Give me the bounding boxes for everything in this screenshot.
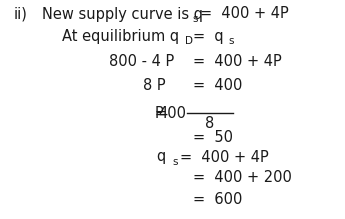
- Text: =: =: [155, 106, 167, 120]
- Text: =  q: = q: [193, 28, 224, 44]
- Text: s: s: [228, 36, 234, 46]
- Text: 8: 8: [205, 115, 215, 131]
- Text: 800 - 4 P: 800 - 4 P: [109, 55, 174, 69]
- Text: =  400 + 200: = 400 + 200: [193, 171, 292, 185]
- Text: P: P: [155, 106, 164, 120]
- Text: At equilibrium q: At equilibrium q: [62, 28, 179, 44]
- Text: =  400: = 400: [193, 78, 243, 92]
- Text: s: s: [172, 157, 177, 167]
- Text: q: q: [156, 150, 165, 164]
- Text: D: D: [185, 36, 193, 46]
- Text: =  50: = 50: [193, 129, 233, 145]
- Text: =  400 + 4P: = 400 + 4P: [200, 7, 289, 21]
- Text: 400: 400: [158, 106, 186, 120]
- Text: s: s: [192, 14, 197, 24]
- Text: 8 P: 8 P: [143, 78, 166, 92]
- Text: New supply curve is q: New supply curve is q: [42, 7, 203, 21]
- Text: ii): ii): [14, 7, 28, 21]
- Text: =  400 + 4P: = 400 + 4P: [180, 150, 269, 164]
- Text: =  600: = 600: [193, 193, 243, 207]
- Text: =  400 + 4P: = 400 + 4P: [193, 55, 282, 69]
